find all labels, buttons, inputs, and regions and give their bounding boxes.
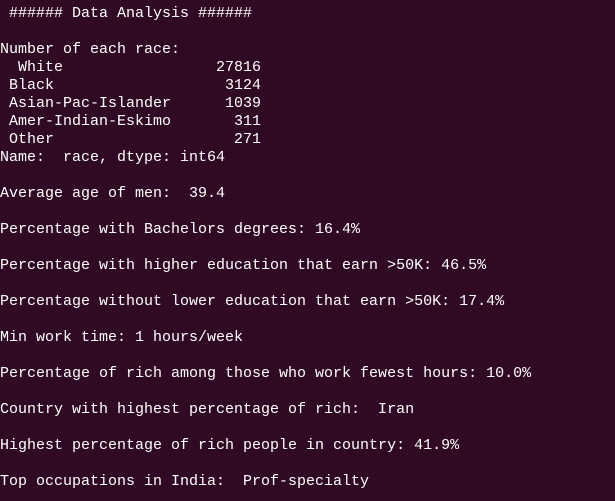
result-line: Average age of men: 39.4 [0, 185, 226, 202]
result-line: Percentage with Bachelors degrees: 16.4% [0, 221, 361, 238]
result-line: Percentage without lower education that … [0, 293, 505, 310]
race-row: Other 271 [0, 131, 300, 149]
race-row: Amer-Indian-Eskimo 311 [0, 113, 300, 131]
race-row: Asian-Pac-Islander 1039 [0, 95, 300, 113]
race-heading: Number of each race: [0, 41, 181, 58]
result-line: Percentage of rich among those who work … [0, 365, 532, 382]
result-line: Country with highest percentage of rich:… [0, 401, 415, 418]
race-row: White 27816 [0, 59, 300, 77]
race-count: 1039 [224, 95, 261, 112]
dtype-line: Name: race, dtype: int64 [0, 149, 226, 166]
race-name: Other [9, 131, 55, 148]
race-name: Amer-Indian-Eskimo [9, 113, 172, 130]
result-line: Min work time: 1 hours/week [0, 329, 244, 346]
race-count: 27816 [215, 59, 261, 76]
race-row: Black 3124 [0, 77, 300, 95]
result-line: Percentage with higher education that ea… [0, 257, 487, 274]
race-count: 3124 [224, 77, 261, 94]
race-count: 271 [233, 131, 261, 148]
race-name: Black [9, 77, 55, 94]
result-line: Highest percentage of rich people in cou… [0, 437, 460, 454]
race-name: Asian-Pac-Islander [9, 95, 172, 112]
title-line: ###### Data Analysis ###### [9, 5, 253, 22]
result-line: Top occupations in India: Prof-specialty [0, 473, 370, 490]
race-name: White [18, 59, 64, 76]
race-count: 311 [233, 113, 261, 130]
